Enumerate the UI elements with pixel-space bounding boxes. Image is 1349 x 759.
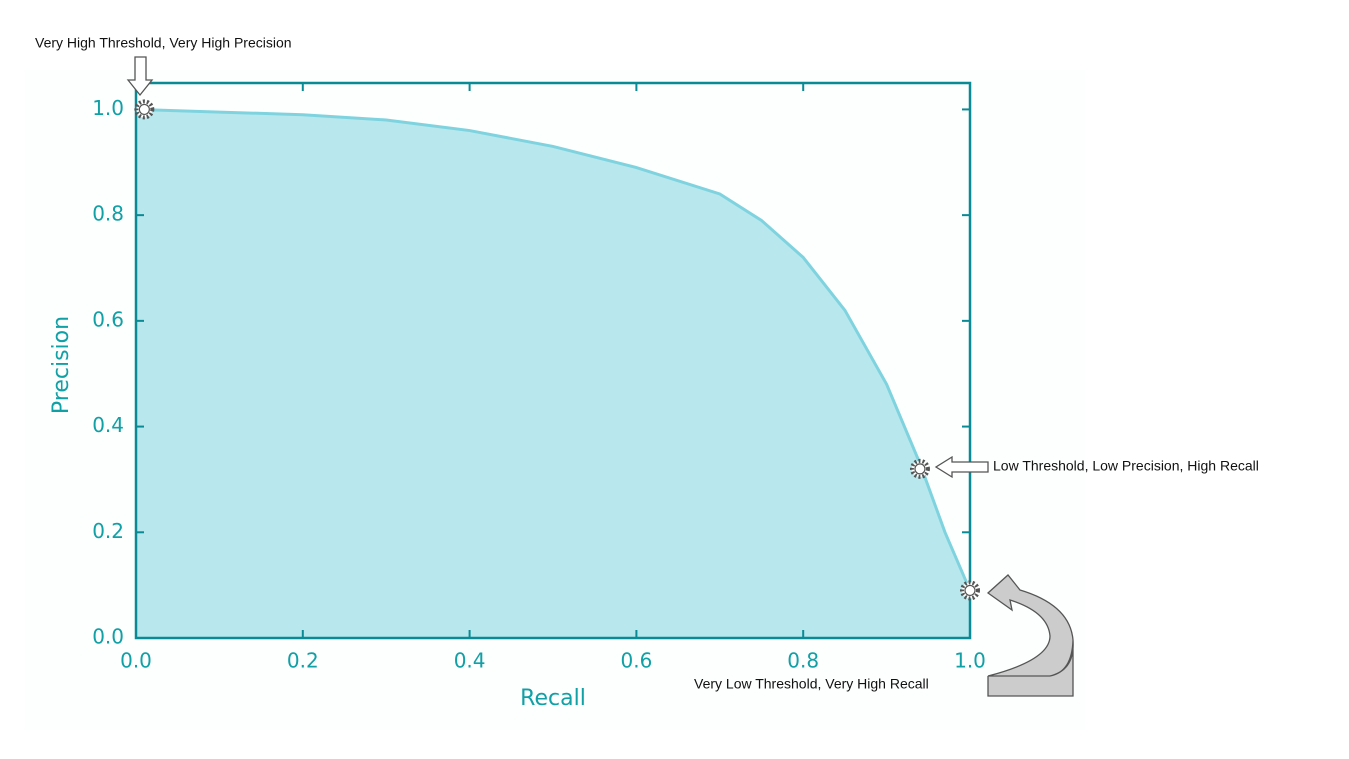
point-marker [138, 103, 150, 116]
y-tick-label: 0.4 [92, 413, 124, 437]
line [135, 107, 972, 592]
arrow [934, 455, 989, 479]
y-tick-label: 0.6 [92, 307, 124, 331]
point-marker [964, 584, 976, 597]
x-tick-label: 0.4 [454, 649, 486, 673]
annotation: Very Low Threshold, Very High Recall [694, 676, 929, 692]
x-tick-label: 0.0 [120, 649, 152, 673]
y-axis-label: Precision [49, 316, 74, 414]
point-marker [914, 463, 926, 475]
arrow [126, 56, 154, 97]
y-tick-label: 0.0 [92, 625, 124, 649]
x-axis-label: Recall [520, 686, 586, 711]
x-tick-label: 0.8 [787, 649, 819, 673]
y-tick-label: 0.2 [92, 519, 124, 543]
plot-area: 0.0 0.2 0.4 0.6 0.8 1.0 0.0 0.2 0.4 0.6 0.8 1.0 [92, 81, 986, 673]
x-tick-label: 1.0 [954, 649, 986, 673]
area [136, 109, 970, 638]
annotation: Low Threshold, Low Precision, High Recal… [993, 458, 1259, 474]
y-tick-label: 1.0 [92, 96, 124, 120]
arrow [986, 574, 1074, 697]
frame [134, 81, 972, 640]
x-tick-label: 0.2 [287, 649, 319, 673]
x-tick-label: 0.6 [620, 649, 652, 673]
annotation: Very High Threshold, Very High Precision [35, 35, 292, 51]
y-tick-label: 0.8 [92, 202, 124, 226]
